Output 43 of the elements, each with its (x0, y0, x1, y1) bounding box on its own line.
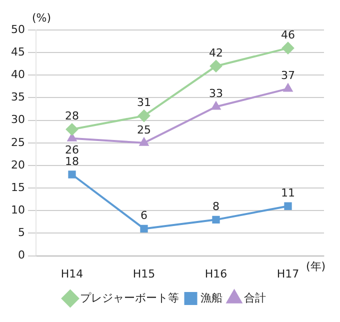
point (284, 202, 292, 210)
data-label: 11 (281, 186, 295, 200)
y-tick-label: 10 (10, 204, 25, 216)
point (284, 84, 292, 92)
point (212, 216, 220, 224)
y-tick-label: 35 (10, 90, 25, 104)
point (138, 110, 150, 122)
y-tick-label: 20 (10, 158, 25, 172)
point (212, 102, 220, 110)
x-tick-label: H17 (276, 267, 300, 280)
data-label: 37 (281, 69, 295, 82)
legend-label: 漁船 (200, 291, 222, 304)
x-tick-label: H14 (60, 267, 84, 280)
data-label: 25 (137, 123, 151, 136)
data-label: 26 (64, 144, 79, 157)
data-label: 42 (209, 46, 223, 60)
data-label: 28 (64, 110, 79, 123)
point (210, 60, 222, 72)
point (282, 42, 294, 54)
point (66, 123, 78, 136)
y-tick-label: 0 (18, 248, 25, 262)
y-tick-label: 5 (18, 226, 25, 240)
data-label: 31 (137, 96, 151, 110)
y-tick-label: 30 (10, 113, 25, 126)
data-label: 33 (209, 87, 223, 100)
data-label: 18 (64, 154, 79, 168)
y-tick-label: 25 (10, 136, 25, 149)
x-tick-label: H15 (132, 267, 156, 280)
data-label: 6 (140, 209, 148, 222)
x-tick-label: H16 (204, 267, 228, 280)
x-axis-title: (年) (306, 260, 326, 274)
point (140, 224, 148, 233)
data-label: 46 (281, 28, 295, 42)
y-tick-label: 50 (10, 22, 25, 36)
legend-label: プレジャーボート等 (80, 291, 179, 304)
point (140, 138, 148, 146)
y-axis-title: (%) (32, 11, 52, 24)
data-label: 8 (212, 200, 220, 214)
legend-label: 合計 (244, 291, 266, 304)
y-tick-label: 15 (10, 180, 25, 194)
point (68, 170, 76, 178)
y-tick-label: 45 (10, 45, 25, 58)
y-tick-label: 40 (10, 68, 25, 82)
